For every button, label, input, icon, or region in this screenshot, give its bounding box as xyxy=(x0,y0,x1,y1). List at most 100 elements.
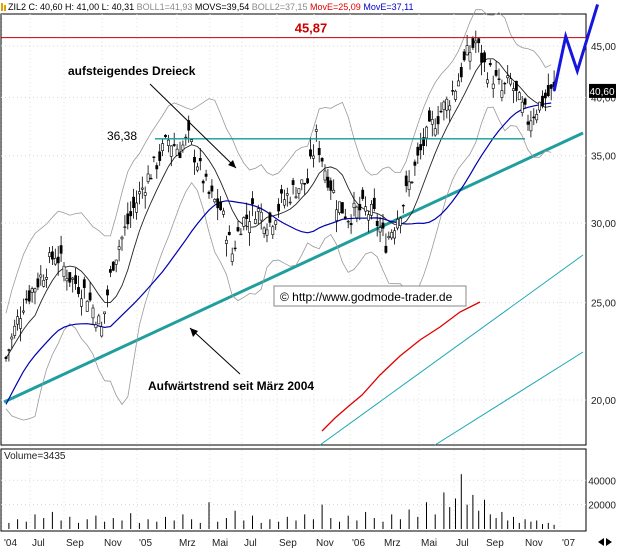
candle-body xyxy=(384,245,388,253)
copyright-box xyxy=(273,285,467,307)
header-readout: ZIL2 C: 40,60 H: 41,00 L: 40,31 BOLL1=41… xyxy=(8,2,413,12)
candle-body xyxy=(21,310,25,313)
candle-body xyxy=(291,180,295,185)
candle-body xyxy=(196,166,199,171)
candle-body xyxy=(181,144,185,151)
candle-body xyxy=(13,325,17,336)
candle-body xyxy=(549,84,553,89)
candle-body xyxy=(454,90,457,100)
candle-body xyxy=(251,198,254,205)
candle-body xyxy=(42,279,46,287)
candle-body xyxy=(85,300,89,312)
candle-body xyxy=(352,202,356,208)
candle-body xyxy=(358,204,362,211)
candle-body xyxy=(320,158,324,162)
trend-arrow xyxy=(189,327,241,375)
channel-line xyxy=(434,351,584,446)
candle-body xyxy=(4,356,8,359)
candle-body xyxy=(448,105,452,111)
move-red-line xyxy=(321,301,481,432)
candle-body xyxy=(523,98,527,105)
bollinger-upper-band xyxy=(5,9,552,314)
time-tick-label: Sep xyxy=(66,538,84,549)
volume-tick-label: 20000 xyxy=(588,501,616,512)
volume-axis: 40000 20000 xyxy=(588,476,616,511)
candle-body xyxy=(158,151,162,161)
price-tick-label: 20,00 xyxy=(591,396,616,407)
candle-body xyxy=(309,149,312,157)
forecast-line xyxy=(552,3,600,92)
price-tick-label: 35,00 xyxy=(591,152,616,163)
scroll-arrows-icon[interactable] xyxy=(598,538,612,546)
candle-body xyxy=(10,336,14,340)
candle-body xyxy=(242,217,246,227)
candle-body xyxy=(277,203,281,212)
candle-body xyxy=(106,289,109,296)
time-tick-label: Nov xyxy=(525,538,543,549)
candle-body xyxy=(427,110,431,122)
candle-body xyxy=(477,38,481,44)
candle-body xyxy=(483,52,486,63)
candle-body xyxy=(343,216,347,219)
candle-body xyxy=(239,233,243,236)
price-axis: 45,00 40,00 35,00 30,00 25,00 20,00 40,60 xyxy=(589,42,616,407)
price-tick-label: 40,00 xyxy=(591,93,616,104)
candle-body xyxy=(190,139,194,142)
candle-body xyxy=(517,92,521,101)
candle-body xyxy=(140,187,144,190)
candle-body xyxy=(497,78,501,80)
candle-body xyxy=(50,251,54,260)
candle-body xyxy=(77,287,80,295)
candle-body xyxy=(36,278,40,288)
candle-body xyxy=(468,52,472,62)
triangle-arrow xyxy=(149,83,237,169)
candle-body xyxy=(546,85,550,97)
candle-body xyxy=(480,52,484,63)
candle-body xyxy=(210,185,214,192)
candle-body xyxy=(474,40,478,44)
candle-body xyxy=(500,90,504,98)
candle-body xyxy=(172,144,176,146)
horizontal-levels: 45,87 36,38 xyxy=(1,21,586,143)
candle-body xyxy=(410,181,414,184)
candle-body xyxy=(265,229,269,236)
candle-body xyxy=(24,298,28,301)
candle-body xyxy=(80,298,83,307)
time-tick-label: Jul xyxy=(244,538,257,549)
candle-body xyxy=(152,156,156,158)
time-tick-label: Mrz xyxy=(179,538,196,549)
candle-body xyxy=(256,208,260,212)
candle-body xyxy=(146,173,150,182)
time-tick-label: '07 xyxy=(562,538,575,549)
time-tick-label: '05 xyxy=(139,538,152,549)
price-tick-label: 25,00 xyxy=(591,299,616,310)
candle-body xyxy=(445,98,449,111)
candle-body xyxy=(526,121,530,125)
candle-body xyxy=(326,176,330,188)
header-item: MovE=25,09 xyxy=(308,2,361,12)
candle-body xyxy=(259,211,263,221)
candle-body xyxy=(126,213,130,225)
candle-body xyxy=(520,101,524,113)
time-tick-label: Mrz xyxy=(384,538,401,549)
candle-body xyxy=(294,196,298,199)
candle-body xyxy=(175,148,179,156)
candle-body xyxy=(227,231,231,236)
candle-body xyxy=(514,80,518,91)
candle-body xyxy=(413,161,417,166)
candle-body xyxy=(94,324,98,329)
candle-body xyxy=(268,212,272,223)
candle-body xyxy=(248,221,252,233)
candle-body xyxy=(245,214,249,219)
last-price-label: 40,60 xyxy=(589,87,614,98)
candle-body xyxy=(436,116,440,125)
candle-body xyxy=(459,67,463,78)
bollinger-lower-band xyxy=(5,106,552,421)
triangle-arrowhead xyxy=(228,160,236,168)
candle-body xyxy=(62,265,66,278)
candle-body xyxy=(120,236,124,240)
candle-body xyxy=(149,177,153,180)
candle-body xyxy=(535,114,539,121)
candle-body xyxy=(346,220,350,223)
candle-body xyxy=(280,189,283,194)
